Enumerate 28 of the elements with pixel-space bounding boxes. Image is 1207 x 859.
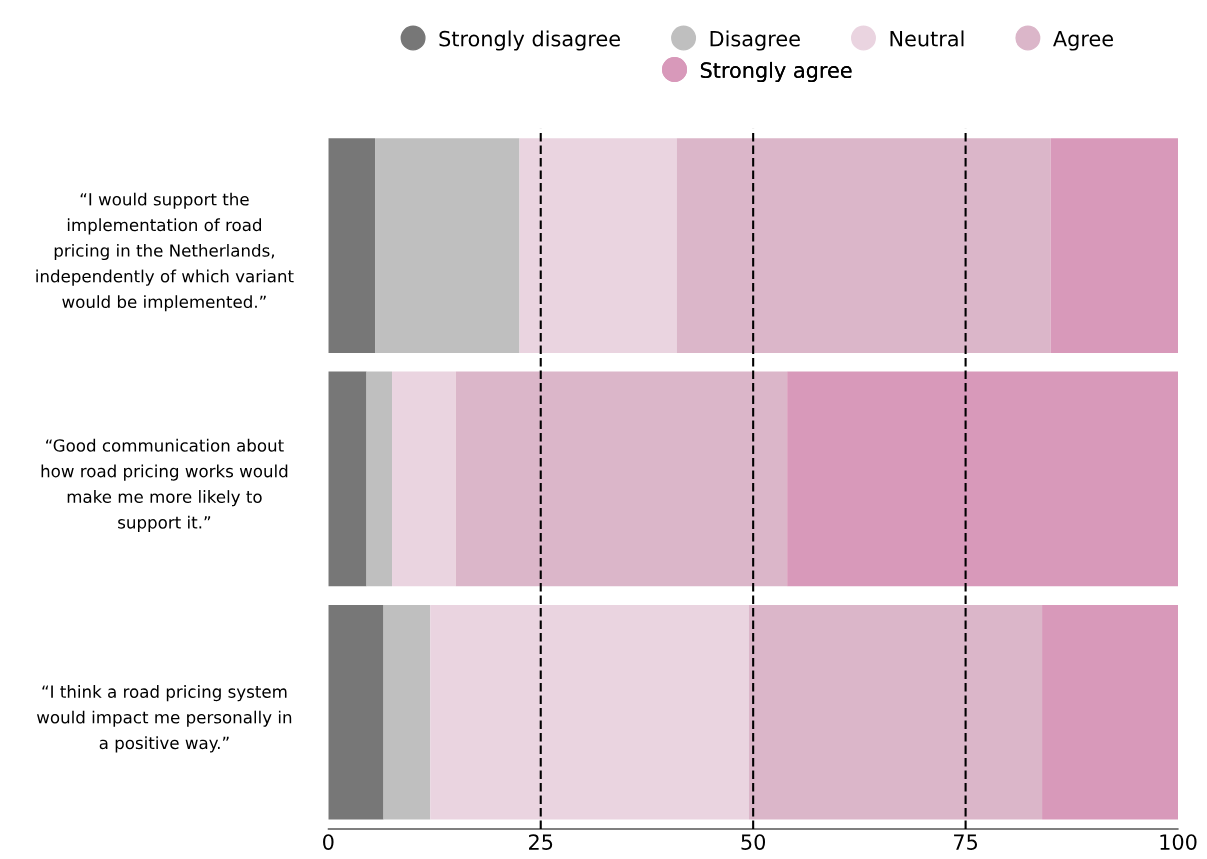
x-tick-label: 100 — [1160, 834, 1197, 850]
x-tick-label: 50 — [741, 834, 766, 850]
bar — [748, 604, 1043, 820]
bar — [519, 138, 677, 353]
legend-label: Disagree — [710, 30, 800, 51]
legend-label: Strongly agree — [700, 61, 852, 83]
bar — [1042, 604, 1179, 820]
y-tick-label: “I think a road pricing system would impact me personally in a positive way.” — [36, 685, 292, 753]
x-tick-label: 75 — [954, 834, 978, 850]
bar — [787, 371, 1179, 587]
bar — [676, 138, 1051, 353]
bar — [366, 371, 393, 587]
bar — [328, 138, 376, 353]
bar — [430, 604, 749, 820]
legend-label: Agree — [1053, 31, 1113, 51]
bar — [455, 371, 788, 587]
legend-label: Strongly disagree — [439, 30, 620, 51]
bar — [328, 371, 367, 587]
bar — [375, 138, 520, 353]
bar — [392, 371, 456, 587]
bar — [383, 604, 431, 820]
bar — [1050, 138, 1179, 353]
legend-label: Neutral — [890, 30, 964, 47]
y-tick-label: “Good communication about how road pricing works would make me more likely to support it.” — [41, 438, 288, 532]
x-tick-label: 0 — [323, 834, 334, 850]
y-tick-label: “I would support the implementation of road pricing in the Netherlands, independently of which variant would be implemented.” — [36, 192, 294, 312]
x-tick-label: 25 — [529, 834, 553, 850]
bar — [328, 604, 384, 820]
